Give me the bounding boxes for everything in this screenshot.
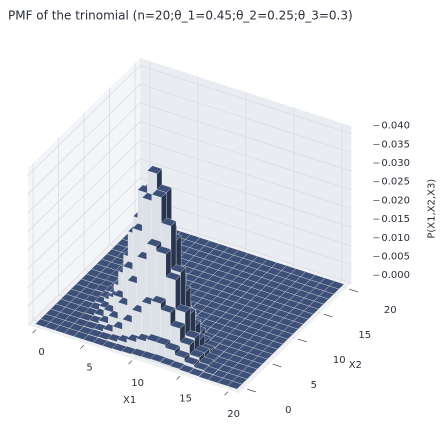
x-tick [128, 360, 133, 365]
bar [169, 360, 185, 372]
grid-line [27, 139, 141, 251]
z-tick-label: 0.040 [381, 121, 410, 132]
grid-line [27, 121, 141, 232]
grid-line [27, 214, 141, 326]
z-tick-label: 0.030 [381, 158, 410, 169]
grid-line [27, 196, 141, 307]
bar-top [198, 356, 215, 366]
bar-top [179, 336, 196, 346]
chart-title: PMF of the trinomial (n=20;θ_1=0.45;θ_2=… [8, 9, 353, 23]
bar-top [203, 366, 219, 375]
bar-top [160, 304, 176, 314]
grid-line [27, 65, 141, 176]
bar-top [146, 238, 162, 247]
bar-top [189, 349, 205, 358]
z-tick-label: 0.015 [381, 214, 410, 225]
bar [226, 380, 243, 390]
bar-top [159, 357, 176, 366]
x-tick [224, 391, 229, 396]
bar-top [178, 364, 195, 374]
bar-top [174, 304, 191, 313]
bar-top [146, 165, 163, 175]
grid-line [140, 65, 352, 135]
bar-top [226, 380, 243, 390]
bar-top [155, 336, 171, 346]
grid-line [140, 158, 352, 228]
grid-line [140, 121, 352, 191]
grid-line [27, 83, 141, 195]
bar-top [170, 264, 187, 273]
y-tick [272, 363, 282, 368]
y-tick [247, 388, 256, 393]
grid-line [140, 195, 352, 265]
bar-top [184, 329, 201, 339]
x-tick-label: 20 [227, 409, 240, 420]
x-tick-label: 5 [86, 363, 92, 374]
bar-top [169, 360, 185, 370]
z-tick-label: 0.005 [381, 252, 410, 263]
z-tick-label: 0.010 [381, 233, 410, 244]
y-tick [323, 313, 333, 318]
bar-top [188, 367, 205, 377]
y-tick-label: 20 [384, 305, 397, 316]
bar [159, 357, 176, 369]
x-tick [176, 375, 181, 380]
grid-line [140, 83, 352, 153]
y-tick-label: 5 [311, 380, 317, 391]
x-tick-label: 0 [38, 347, 44, 358]
bar-top [164, 342, 181, 352]
bar-top [193, 361, 210, 371]
grid-line [140, 139, 352, 209]
grid-line [140, 102, 352, 172]
x-axis-label: X1 [123, 395, 136, 406]
bar-top [174, 349, 191, 359]
bar-top [151, 189, 167, 198]
x-tick [80, 344, 85, 349]
z-tick-label: 0.000 [381, 270, 410, 281]
z-tick-label: 0.020 [381, 195, 410, 206]
grid-line [140, 177, 352, 247]
grid-line [27, 177, 141, 288]
bar-top [155, 245, 172, 255]
y-axis-label: X2 [349, 360, 362, 371]
bar-top [150, 353, 166, 363]
grid-line [27, 158, 141, 270]
z-axis-label: P(X1,X2,X3) [426, 179, 437, 239]
y-tick-label: 0 [285, 405, 291, 416]
bar-top [165, 271, 182, 281]
bar-top [169, 320, 186, 329]
y-tick [298, 338, 307, 343]
bar-top [150, 295, 167, 305]
y-tick-label: 15 [358, 330, 371, 341]
z-tick-label: 0.025 [381, 177, 410, 188]
bar-top [160, 217, 177, 227]
x-tick [32, 329, 37, 334]
grid-line [27, 102, 141, 214]
z-tick-label: 0.035 [381, 139, 410, 150]
y-tick [349, 288, 358, 293]
bar-top [183, 356, 200, 366]
x-tick-label: 10 [131, 378, 144, 389]
y-tick-label: 10 [333, 355, 346, 366]
x-tick-label: 15 [179, 394, 192, 405]
